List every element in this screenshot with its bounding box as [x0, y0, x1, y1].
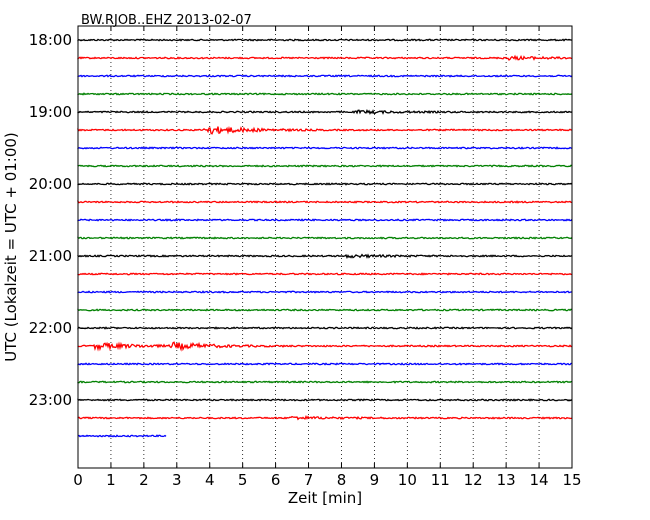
seismic-trace-1915 — [77, 125, 573, 135]
seismic-trace-2315 — [77, 415, 573, 421]
y-tick-label: 23:00 — [29, 391, 72, 409]
x-tick-label: 8 — [337, 471, 347, 489]
x-tick-label: 10 — [398, 471, 417, 489]
seismic-trace-2130 — [77, 290, 573, 294]
x-tick-label: 0 — [73, 471, 83, 489]
y-tick-label: 18:00 — [29, 31, 72, 49]
seismic-trace-2230 — [77, 362, 573, 366]
seismic-trace-2045 — [77, 236, 573, 240]
y-tick-label: 21:00 — [29, 247, 72, 265]
seismic-trace-2200 — [77, 326, 573, 330]
seismic-trace-2245 — [77, 380, 573, 384]
x-tick-label: 13 — [497, 471, 516, 489]
x-tick-label: 14 — [530, 471, 549, 489]
seismic-trace-2215 — [77, 341, 573, 352]
x-tick-label: 11 — [431, 471, 450, 489]
tick-group: 0 1 2 3 4 5 6 7 8 9 10 11 12 13 14 1518:0019:0020:0021:… — [29, 26, 582, 489]
seismic-trace-2015 — [77, 199, 573, 204]
x-tick-label: 2 — [139, 471, 149, 489]
y-tick-label: 22:00 — [29, 319, 72, 337]
x-tick-label: 1 — [106, 471, 116, 489]
seismic-trace-1815 — [77, 54, 573, 61]
seismic-trace-1900 — [77, 109, 573, 115]
seismic-trace-2000 — [77, 182, 573, 186]
chart-title: BW.RJOB..EHZ 2013-02-07 — [81, 13, 252, 28]
x-tick-label: 15 — [562, 471, 581, 489]
x-tick-label: 5 — [238, 471, 248, 489]
trace-group — [77, 38, 573, 438]
x-tick-label: 9 — [370, 471, 380, 489]
x-tick-label: 4 — [205, 471, 215, 489]
seismic-trace-1945 — [77, 164, 573, 168]
grid-lines — [110, 26, 540, 468]
seismic-trace-2145 — [77, 308, 573, 312]
x-tick-label: 12 — [464, 471, 483, 489]
x-tick-label: 7 — [304, 471, 314, 489]
seismic-trace-2115 — [77, 272, 573, 276]
seismic-trace-1830 — [77, 74, 573, 78]
x-tick-label: 6 — [271, 471, 281, 489]
seismic-trace-2300 — [77, 398, 573, 402]
seismic-trace-2330 — [77, 434, 167, 438]
y-tick-label: 20:00 — [29, 175, 72, 193]
x-axis-label: Zeit [min] — [288, 489, 362, 507]
seismic-trace-1845 — [77, 92, 573, 96]
x-tick-label: 3 — [172, 471, 182, 489]
seismic-trace-2100 — [77, 253, 573, 259]
y-axis-label: UTC (Lokalzeit = UTC + 01:00) — [2, 132, 20, 362]
seismic-trace-2030 — [77, 218, 573, 222]
plot-frame — [77, 25, 573, 469]
seismic-trace-1930 — [77, 146, 572, 150]
seismic-trace-1800 — [77, 38, 573, 42]
y-tick-label: 19:00 — [29, 103, 72, 121]
